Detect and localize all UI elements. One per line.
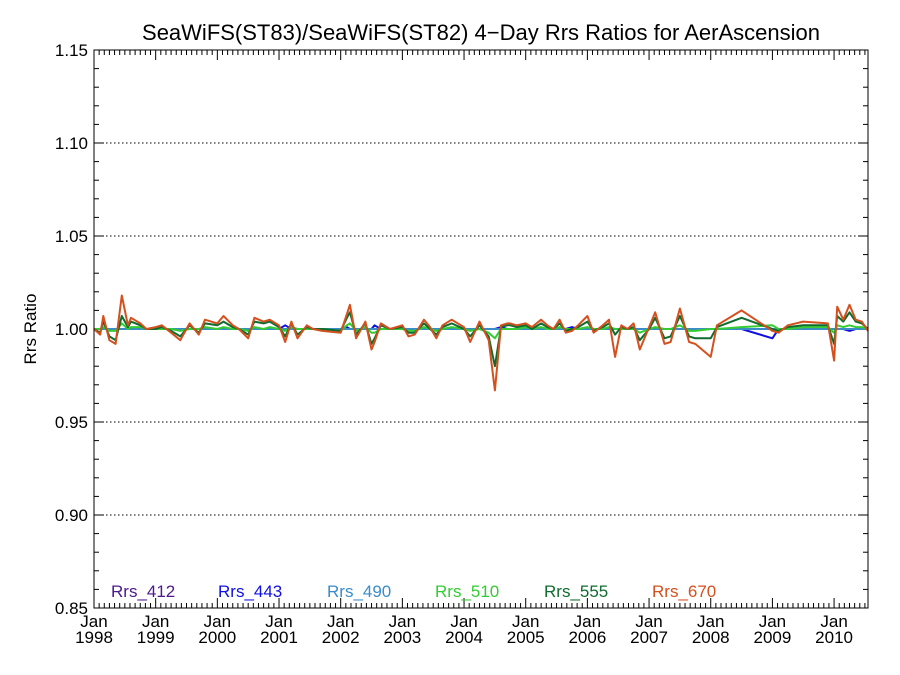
plot-frame <box>93 49 869 609</box>
chart-title: SeaWiFS(ST83)/SeaWiFS(ST82) 4−Day Rrs Ra… <box>142 20 820 45</box>
series-lines <box>93 294 869 392</box>
x-tick-label-year: 2007 <box>630 628 668 647</box>
y-tick-label: 1.05 <box>55 227 88 246</box>
x-tick-label-month: Jan <box>389 612 416 631</box>
x-tick-label-year: 2003 <box>383 628 421 647</box>
x-tick-label-month: Jan <box>635 612 662 631</box>
x-tick-label-month: Jan <box>697 612 724 631</box>
legend-entry-rrs_670: Rrs_670 <box>652 582 716 601</box>
y-tick-label: 0.85 <box>55 599 88 618</box>
y-tick-label: 1.00 <box>55 320 88 339</box>
x-tick-label-year: 2006 <box>568 628 606 647</box>
x-tick-label-month: Jan <box>142 612 169 631</box>
y-axis-label: Rrs Ratio <box>21 294 40 365</box>
x-tick-label-year: 1999 <box>137 628 175 647</box>
legend-entry-rrs_510: Rrs_510 <box>435 582 499 601</box>
x-tick-label-month: Jan <box>759 612 786 631</box>
x-tick-label-year: 2004 <box>445 628 483 647</box>
legend-entry-rrs_412: Rrs_412 <box>111 582 175 601</box>
x-tick-label-month: Jan <box>512 612 539 631</box>
legend-entry-rrs_490: Rrs_490 <box>327 582 391 601</box>
x-tick-label-month: Jan <box>450 612 477 631</box>
x-tick-labels: Jan1998Jan1999Jan2000Jan2001Jan2002Jan20… <box>75 612 853 647</box>
y-tick-label: 1.10 <box>55 134 88 153</box>
x-tick-label-year: 2008 <box>692 628 730 647</box>
x-tick-label-month: Jan <box>574 612 601 631</box>
series-line-rrs_670 <box>93 294 869 392</box>
x-tick-label-month: Jan <box>327 612 354 631</box>
legend-entry-rrs_555: Rrs_555 <box>544 582 608 601</box>
x-tick-label-month: Jan <box>820 612 847 631</box>
x-tick-label-year: 2001 <box>260 628 298 647</box>
series-line-rrs_510 <box>94 322 869 340</box>
y-tick-labels: 0.85 0.90 0.95 1.00 1.05 1.10 1.15 <box>55 41 88 618</box>
x-tick-label-month: Jan <box>204 612 231 631</box>
y-tick-label: 1.15 <box>55 41 88 60</box>
x-tick-label-year: 2005 <box>507 628 545 647</box>
y-tick-label: 0.90 <box>55 506 88 525</box>
x-tick-label-year: 2000 <box>198 628 236 647</box>
legend: Rrs_412 Rrs_443 Rrs_490 Rrs_510 Rrs_555 Rrs_6… <box>111 582 716 601</box>
x-tick-label-month: Jan <box>265 612 292 631</box>
x-tick-label-month: Jan <box>80 612 107 631</box>
x-tick-label-year: 2010 <box>815 628 853 647</box>
x-tick-label-year: 1998 <box>75 628 113 647</box>
x-tick-label-year: 2002 <box>322 628 360 647</box>
axis-ticks <box>93 49 868 609</box>
y-tick-label: 0.95 <box>55 413 88 432</box>
legend-entry-rrs_443: Rrs_443 <box>218 582 282 601</box>
x-tick-label-year: 2009 <box>753 628 791 647</box>
